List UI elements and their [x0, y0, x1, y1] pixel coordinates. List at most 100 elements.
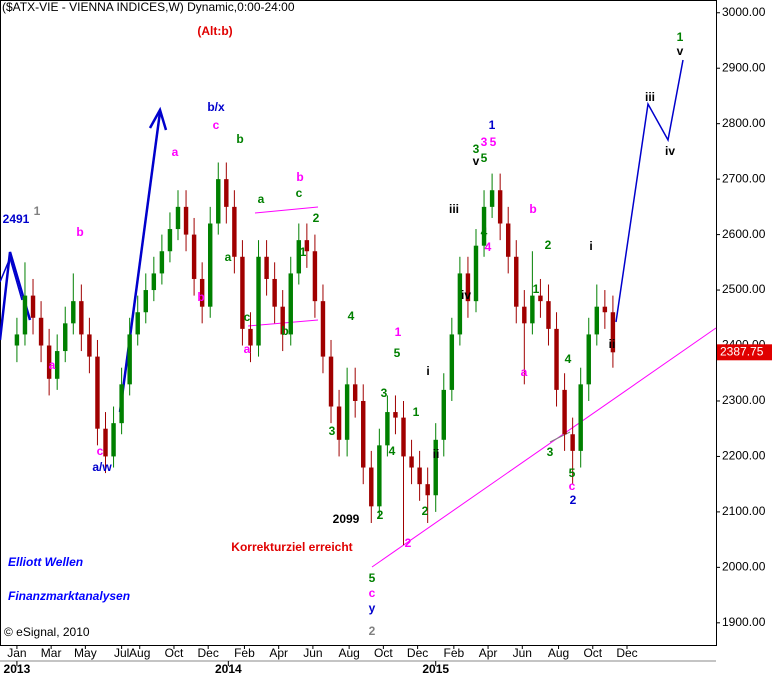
projection-line — [615, 59, 684, 323]
candle-body — [38, 317, 44, 346]
candle-body — [546, 301, 551, 329]
x-tick-label: Dec — [198, 646, 219, 660]
annotation: iii — [645, 90, 655, 104]
candle-body — [465, 273, 471, 302]
candle-body — [369, 467, 374, 507]
y-tick-label: 2000.00 — [722, 560, 766, 574]
candle-body — [175, 206, 181, 230]
candle-body — [449, 334, 455, 390]
candle-body — [586, 334, 591, 385]
candle-body — [288, 273, 293, 335]
annotation: 2 — [377, 508, 384, 522]
candle-body — [328, 356, 334, 407]
y-tick-label: 2200.00 — [722, 449, 766, 463]
annotation: b — [197, 290, 204, 304]
y-tick-label: 2700.00 — [722, 171, 766, 185]
last-price-box — [717, 344, 772, 361]
candle-body — [22, 295, 28, 335]
annotation: iii — [449, 202, 459, 216]
annotation: 2 — [405, 536, 412, 550]
candle-body — [489, 190, 495, 207]
chart-title: ($ATX-VIE - VIENNA INDICES,W) Dynamic,0:… — [2, 0, 295, 14]
candle-body — [127, 334, 132, 385]
candle-body — [505, 223, 511, 257]
candle-body — [417, 467, 422, 485]
annotation: b — [76, 225, 83, 239]
annotation: c — [369, 586, 376, 600]
annotation: a — [258, 192, 265, 206]
candle-body — [240, 256, 245, 329]
candle-body — [159, 251, 165, 274]
x-tick-label: Oct — [583, 646, 602, 660]
candle-body — [473, 245, 479, 302]
annotation: 3 — [481, 135, 488, 149]
annotation: y — [369, 601, 376, 615]
y-tick-label: 2800.00 — [722, 116, 766, 130]
annotation: 5 — [369, 571, 376, 585]
annotation: 1 — [677, 30, 684, 44]
candle-body — [272, 278, 277, 307]
annotation: 2491 — [3, 212, 30, 226]
annotation: 5 — [490, 135, 497, 149]
candle-body — [167, 229, 173, 252]
annotation: 3 — [547, 445, 554, 459]
annotation: iv — [461, 288, 471, 302]
candle-body — [183, 206, 189, 235]
x-tick-label: Jun — [303, 646, 322, 660]
annotation: 4 — [348, 309, 355, 323]
annotation: b — [236, 132, 243, 146]
candle-body — [320, 301, 326, 357]
candle-body — [199, 278, 205, 307]
candle-body — [79, 301, 84, 335]
annotation: 2099 — [333, 512, 360, 526]
annotation: c — [97, 444, 104, 458]
annotation: 4 — [389, 444, 396, 458]
candle-body — [216, 179, 221, 224]
annotation: 2 — [313, 211, 320, 225]
candle-body — [87, 334, 92, 357]
annotation: 1 — [395, 325, 402, 339]
candle-body — [119, 384, 124, 424]
candle-body — [103, 428, 108, 457]
candle-body — [280, 306, 285, 335]
channel-line — [254, 206, 319, 214]
annotation: 2 — [570, 493, 577, 507]
annotation: Korrekturziel erreicht — [231, 540, 352, 554]
candle-body — [425, 484, 430, 496]
annotation: a — [521, 365, 528, 379]
candle-body — [256, 256, 261, 346]
candle-body — [409, 456, 414, 468]
x-tick-label: Jun — [513, 646, 532, 660]
candle-body — [530, 295, 535, 324]
candle-body — [497, 190, 503, 224]
x-tick-label: Aug — [548, 646, 569, 660]
annotation: b — [296, 170, 303, 184]
wave-arrow — [118, 111, 162, 413]
candle-body — [14, 334, 20, 346]
annotation: c — [296, 186, 303, 200]
x-tick-label: Oct — [165, 646, 184, 660]
candle-body — [46, 345, 52, 379]
candle-body — [224, 179, 229, 207]
x-tick-label: Oct — [374, 646, 393, 660]
candle-body — [433, 439, 438, 496]
annotation: 5 — [569, 466, 576, 480]
annotation: c — [244, 310, 251, 324]
candle-body — [554, 328, 559, 390]
candle-body — [296, 240, 302, 274]
y-tick-label: 2600.00 — [722, 227, 766, 241]
candle-body — [562, 389, 567, 435]
candle-body — [312, 251, 318, 302]
y-tick-label: 3000.00 — [722, 5, 766, 19]
y-tick-label: 2100.00 — [722, 504, 766, 518]
candle-body — [232, 206, 237, 257]
annotation: iv — [665, 144, 675, 158]
x-tick-label: Aug — [338, 646, 359, 660]
year-label: 2013 — [4, 662, 31, 676]
annotation: c — [569, 479, 576, 493]
candle-body — [71, 301, 76, 324]
candle-body — [151, 273, 157, 291]
annotation: v — [473, 154, 480, 168]
candle-body — [344, 384, 350, 440]
annotation: a — [172, 145, 179, 159]
